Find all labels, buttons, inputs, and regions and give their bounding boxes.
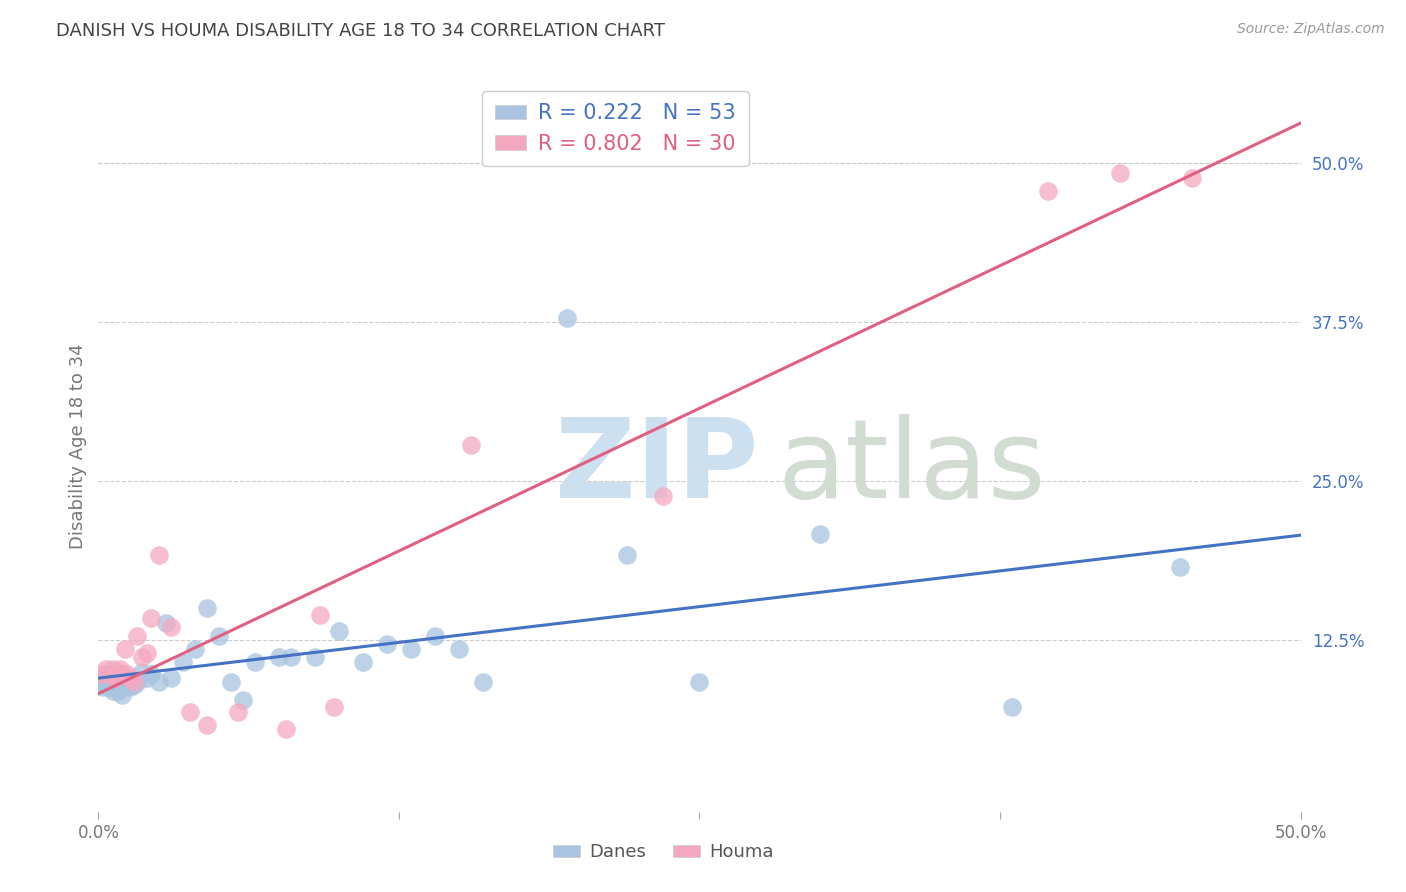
Point [94, 675, 117, 690]
Point [460, 438, 482, 452]
Point [100, 667, 122, 681]
Point [90, 677, 112, 691]
Point [141, 667, 163, 681]
Point [148, 675, 170, 690]
Point [1170, 560, 1192, 574]
Point [616, 548, 638, 562]
Point [195, 601, 218, 615]
Point [97, 673, 120, 687]
Point [125, 629, 148, 643]
Point [94, 671, 117, 685]
Point [101, 662, 124, 676]
Text: atlas: atlas [778, 415, 1046, 522]
Point [121, 675, 143, 690]
Point [117, 671, 139, 685]
Point [101, 684, 124, 698]
Point [148, 548, 170, 562]
Point [100, 677, 122, 691]
Point [155, 616, 177, 631]
Point [104, 671, 127, 685]
Point [375, 637, 398, 651]
Point [111, 667, 134, 681]
Point [91, 667, 114, 681]
Point [108, 671, 131, 685]
Point [399, 641, 422, 656]
Point [135, 671, 157, 685]
Point [308, 607, 330, 622]
Legend: Danes, Houma: Danes, Houma [546, 836, 780, 869]
Point [97, 667, 120, 681]
Point [117, 667, 139, 681]
Point [159, 620, 181, 634]
Point [232, 693, 254, 707]
Point [183, 641, 205, 656]
Point [141, 611, 163, 625]
Point [208, 629, 231, 643]
Point [125, 675, 148, 690]
Point [159, 671, 181, 685]
Point [447, 641, 470, 656]
Y-axis label: Disability Age 18 to 34: Disability Age 18 to 34 [69, 343, 87, 549]
Point [124, 677, 146, 691]
Point [104, 680, 127, 694]
Point [1001, 700, 1024, 714]
Point [472, 675, 495, 690]
Point [131, 665, 153, 679]
Point [808, 527, 831, 541]
Point [91, 680, 114, 694]
Point [195, 718, 218, 732]
Point [107, 684, 129, 698]
Point [118, 680, 141, 694]
Point [226, 706, 249, 720]
Point [107, 667, 129, 681]
Point [100, 670, 122, 684]
Point [135, 646, 157, 660]
Point [179, 706, 201, 720]
Point [104, 671, 127, 685]
Point [114, 677, 136, 691]
Point [1109, 166, 1132, 180]
Point [652, 489, 675, 503]
Text: ZIP: ZIP [555, 415, 759, 522]
Point [118, 671, 141, 685]
Point [108, 662, 131, 676]
Point [124, 675, 146, 690]
Point [323, 700, 346, 714]
Point [352, 655, 374, 669]
Point [101, 675, 124, 690]
Point [328, 624, 350, 638]
Text: DANISH VS HOUMA DISABILITY AGE 18 TO 34 CORRELATION CHART: DANISH VS HOUMA DISABILITY AGE 18 TO 34 … [56, 22, 665, 40]
Point [111, 675, 134, 690]
Point [243, 655, 266, 669]
Point [304, 649, 326, 664]
Point [114, 641, 136, 656]
Point [280, 649, 302, 664]
Point [1181, 171, 1204, 186]
Point [131, 649, 153, 664]
Point [423, 629, 446, 643]
Point [689, 675, 711, 690]
Point [172, 655, 194, 669]
Point [1036, 184, 1059, 198]
Point [97, 680, 120, 694]
Text: Source: ZipAtlas.com: Source: ZipAtlas.com [1237, 22, 1385, 37]
Point [555, 311, 578, 326]
Point [107, 675, 129, 690]
Point [267, 649, 290, 664]
Point [108, 680, 131, 694]
Point [94, 662, 117, 676]
Point [111, 688, 134, 702]
Point [219, 675, 242, 690]
Point [274, 722, 297, 736]
